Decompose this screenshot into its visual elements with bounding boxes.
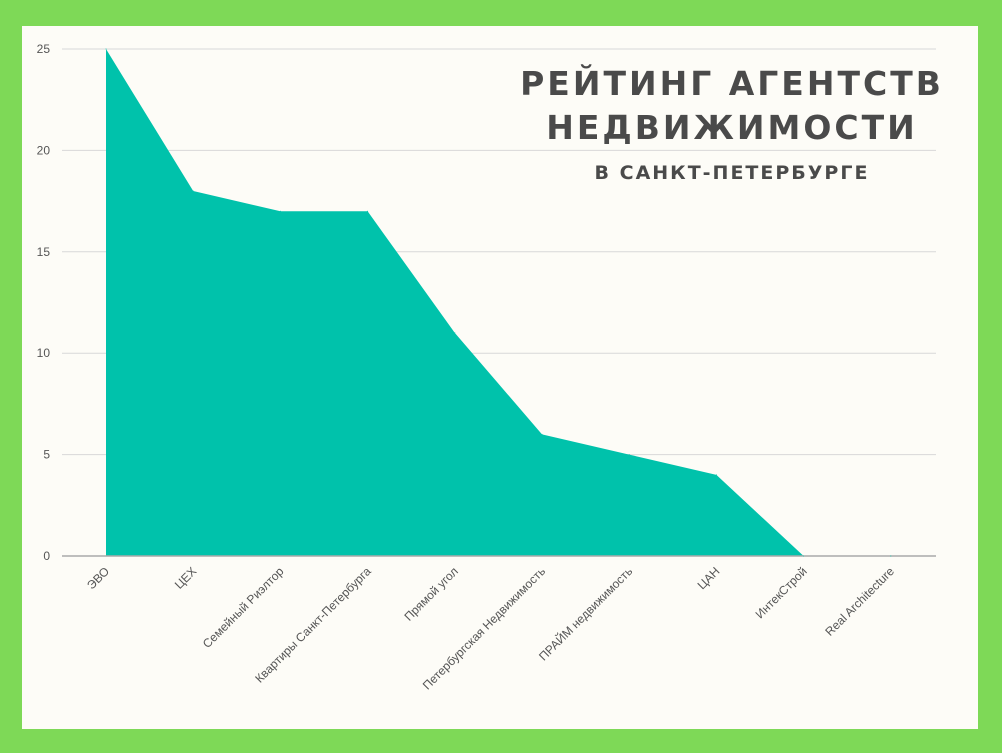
x-tick-label: Real Architecture — [822, 564, 897, 639]
data-point — [890, 555, 892, 557]
y-tick-label: 0 — [43, 549, 50, 563]
chart-card: 0 5 10 15 20 25 ЭВО ЦЕХ Семейный Риэлтор Квартиры… — [22, 26, 978, 729]
y-tick-label: 20 — [37, 143, 51, 157]
area-series — [106, 49, 891, 556]
x-tick-label: Семейный Риэлтор — [200, 564, 287, 651]
y-tick-label: 15 — [37, 245, 51, 259]
x-tick-label: ЭВО — [84, 564, 112, 592]
x-tick-label: ИнтекСтрой — [753, 564, 810, 621]
data-point — [279, 210, 281, 212]
data-point — [105, 48, 107, 50]
chart-subtitle: В САНКТ-ПЕТЕРБУРГЕ — [594, 162, 870, 184]
y-tick-label: 10 — [37, 346, 51, 360]
data-point — [715, 474, 717, 476]
title-block: РЕЙТИНГ АГЕНТСТВ НЕДВИЖИМОСТИ В САНКТ-ПЕ… — [512, 62, 952, 184]
y-tick-label: 25 — [37, 42, 51, 56]
data-point — [454, 332, 456, 334]
data-point — [541, 433, 543, 435]
x-tick-label: ЦАН — [695, 564, 723, 592]
chart-title: РЕЙТИНГ АГЕНТСТВ НЕДВИЖИМОСТИ — [520, 64, 944, 147]
y-tick-label: 5 — [43, 448, 50, 462]
x-tick-label: Прямой угол — [401, 564, 461, 624]
data-point — [628, 454, 630, 456]
x-tick-label: ПРАЙМ недвижимость — [535, 564, 635, 664]
data-point — [367, 210, 369, 212]
data-point — [803, 555, 805, 557]
data-point — [192, 190, 194, 192]
x-tick-label: ЦЕХ — [172, 564, 199, 591]
